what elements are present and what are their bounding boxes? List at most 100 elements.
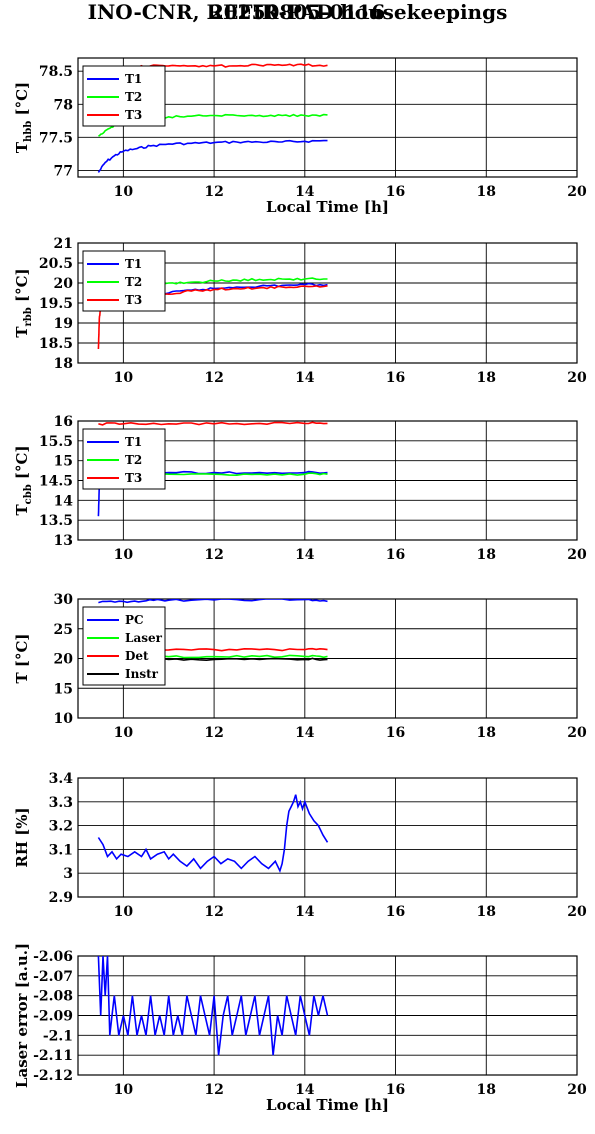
y-tick-label: 15 — [54, 681, 73, 697]
x-tick-label: 18 — [477, 370, 496, 386]
y-axis-label: RH [%] — [13, 807, 31, 867]
y-tick-label: 20.5 — [39, 256, 73, 272]
y-tick-label: 15 — [54, 454, 73, 470]
y-axis-label-subscript: rbb — [23, 307, 34, 326]
y-axis-label: Thbb [°C] — [13, 82, 34, 153]
y-axis-label-subscript: hbb — [23, 121, 34, 142]
x-tick-label: 18 — [477, 184, 496, 200]
x-tick-label: 20 — [567, 1082, 587, 1098]
y-tick-label: 10 — [54, 711, 74, 727]
y-tick-label: 77 — [54, 163, 73, 179]
y-axis-label-main: T [°C] — [13, 633, 31, 683]
x-tick-label: 14 — [295, 370, 315, 386]
y-tick-label: 25 — [54, 622, 73, 638]
series-line-data — [97, 794, 329, 873]
x-tick-label: 10 — [114, 547, 134, 563]
series-line-t1 — [97, 139, 328, 173]
legend-entry: T2 — [125, 453, 142, 467]
legend-entry: PC — [125, 613, 144, 627]
x-tick-label: 14 — [295, 725, 315, 741]
x-tick-label: 16 — [386, 1082, 405, 1098]
x-tick-label: 14 — [295, 904, 315, 920]
chart-panel-1: 10 12 14 16 18 20 77 77.5 78 78.5 Local Time [h] Th… — [13, 57, 587, 216]
y-tick-label: 3.4 — [49, 771, 74, 787]
y-tick-label: 18.5 — [39, 336, 73, 352]
chart-panel-2: 10 12 14 16 18 20 18 18.5 19 19.5 20 20.5 21 Trbb [°C… — [13, 236, 587, 386]
y-axis-label: Tcbb [°C] — [13, 445, 34, 515]
y-tick-label: -2.12 — [33, 1068, 73, 1084]
legend-entry: T2 — [125, 275, 142, 289]
y-axis-label: Trbb [°C] — [13, 268, 34, 337]
y-tick-label: 14 — [54, 493, 74, 509]
y-tick-label: 16 — [54, 414, 73, 430]
x-tick-label: 14 — [295, 184, 315, 200]
x-tick-label: 12 — [204, 547, 223, 563]
chart-panel-6: 10 12 14 16 18 20 -2.06 -2.07 -2.08 -2.09 -2.1 -2.1… — [13, 943, 587, 1114]
y-tick-label: -2.1 — [43, 1028, 73, 1044]
y-tick-label: -2.11 — [33, 1048, 73, 1064]
y-tick-label: 78 — [54, 97, 73, 113]
x-tick-label: 10 — [114, 370, 134, 386]
y-axis-label: Laser error [a.u.] — [13, 943, 31, 1088]
legend-entry: T3 — [125, 471, 142, 485]
legend-entry: T1 — [125, 257, 142, 271]
legend-entry: T2 — [125, 90, 142, 104]
x-tick-label: 18 — [477, 725, 496, 741]
y-tick-label: 3.3 — [49, 795, 73, 811]
y-tick-label: -2.07 — [33, 969, 73, 985]
y-axis-label-main: Laser error [a.u.] — [13, 943, 31, 1088]
y-tick-label: 21 — [54, 236, 73, 252]
x-tick-label: 20 — [567, 370, 587, 386]
legend-entry: T3 — [125, 293, 142, 307]
y-tick-label: 77.5 — [39, 130, 73, 146]
y-tick-label: 19.5 — [39, 296, 73, 312]
y-axis-label-main: RH [%] — [13, 807, 31, 867]
y-axis-label-main: T — [13, 326, 31, 338]
y-tick-label: 20 — [54, 652, 74, 668]
y-tick-label: 13 — [54, 533, 73, 549]
x-tick-label: 20 — [567, 904, 587, 920]
x-tick-label: 12 — [204, 725, 223, 741]
x-tick-label: 12 — [204, 1082, 223, 1098]
series-line-pc — [98, 599, 328, 604]
y-tick-label: 3.1 — [49, 842, 73, 858]
y-axis-label: T [°C] — [13, 633, 31, 683]
legend-entry: T1 — [125, 72, 142, 86]
x-tick-label: 18 — [477, 1082, 496, 1098]
x-tick-label: 12 — [204, 370, 223, 386]
y-tick-label: 18 — [54, 356, 73, 372]
legend-entry: Instr — [125, 667, 159, 681]
x-tick-label: 20 — [567, 184, 587, 200]
y-tick-label: 3.2 — [49, 819, 73, 835]
chart-panel-5: 10 12 14 16 18 20 2.9 3 3.1 3.2 3.3 3.4 RH [%] — [13, 771, 587, 920]
x-tick-label: 20 — [567, 725, 587, 741]
x-axis-label: Local Time [h] — [266, 198, 389, 216]
series-line-t3 — [98, 421, 328, 426]
y-axis-label-unit: [°C] — [13, 268, 31, 307]
x-tick-label: 14 — [295, 1082, 315, 1098]
series-line-data — [97, 956, 329, 1056]
y-axis-label-unit: [°C] — [13, 445, 31, 484]
chart-panel-4: 10 12 14 16 18 20 10 15 20 25 30 T [°C] PC Laser Det In… — [13, 592, 587, 741]
legend-entry: Det — [125, 649, 149, 663]
y-tick-label: 19 — [54, 316, 73, 332]
x-tick-label: 16 — [386, 725, 405, 741]
plot-area — [77, 777, 578, 898]
legend-entry: T1 — [125, 435, 142, 449]
x-tick-label: 16 — [386, 904, 405, 920]
y-tick-label: 78.5 — [39, 64, 73, 80]
legend-entry: T3 — [125, 108, 142, 122]
x-tick-label: 20 — [567, 547, 587, 563]
chart-title: INO-CNR, REFIR-PAD housekeepings — [87, 0, 508, 24]
y-tick-label: -2.08 — [33, 989, 73, 1005]
y-tick-label: 30 — [54, 592, 74, 608]
y-tick-label: 3 — [63, 866, 73, 882]
x-tick-label: 10 — [114, 904, 134, 920]
x-tick-label: 10 — [114, 725, 134, 741]
x-axis-label: Local Time [h] — [266, 1096, 389, 1114]
x-tick-label: 10 — [114, 184, 134, 200]
x-tick-label: 16 — [386, 547, 405, 563]
y-axis-label-main: T — [13, 504, 31, 516]
y-tick-label: 13.5 — [39, 513, 73, 529]
